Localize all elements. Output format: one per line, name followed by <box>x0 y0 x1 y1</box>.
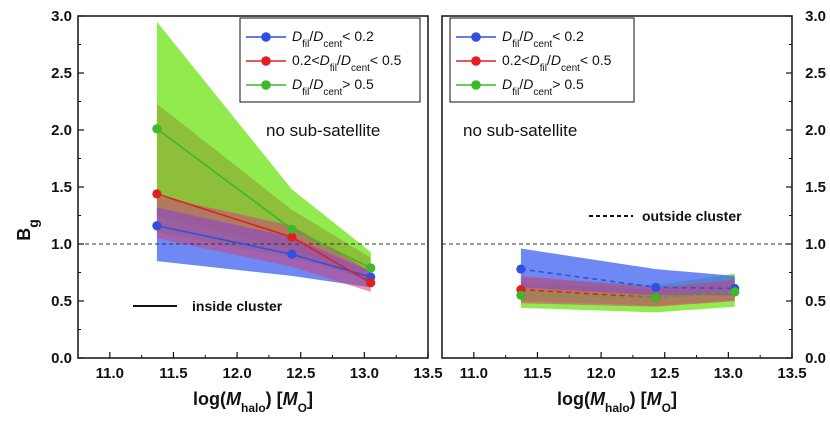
right-legend-label-2: Dfil/Dcent> 0.5 <box>502 76 584 98</box>
right-y-tick-label: 2.0 <box>805 122 826 139</box>
right-legend-marker-2 <box>471 80 481 90</box>
left-series-point-2-2 <box>366 263 376 273</box>
left-series-point-0-0 <box>152 221 162 231</box>
right-x-ticks: 11.0 11.5 12.0 12.5 13.0 13.5 <box>460 352 807 382</box>
right-y-tick-label: 0.0 <box>805 350 826 367</box>
left-band-mid <box>156 103 371 281</box>
right-x-tick-label: 13.5 <box>777 365 806 382</box>
right-legend-label-0: Dfil/Dcent< 0.2 <box>502 28 584 50</box>
left-legend-marker-0 <box>261 32 271 42</box>
left-legend: Dfil/Dcent< 0.20.2<Dfil/Dcent< 0.5Dfil/D… <box>239 17 421 103</box>
left-line-key: inside cluster <box>133 298 283 314</box>
left-legend-marker-2 <box>261 80 271 90</box>
left-x-tick-label: 12.0 <box>222 365 251 382</box>
right-series-point-2-0 <box>516 290 526 300</box>
left-y-ticks: 0.0 0.5 1.0 1.5 2.0 2.5 3.0 <box>51 8 84 367</box>
right-series-point-2-1 <box>651 292 661 303</box>
left-line-key-label: inside cluster <box>192 298 283 314</box>
left-panel-note: no sub-satellite <box>266 121 380 140</box>
left-series-point-1-1 <box>287 232 297 242</box>
left-legend-label-0: Dfil/Dcent< 0.2 <box>292 28 374 50</box>
right-line-key: outside cluster <box>589 208 742 224</box>
right-x-tick-label: 11.0 <box>460 365 488 382</box>
left-x-tick-label: 11.0 <box>96 365 124 382</box>
left-series-point-1-0 <box>152 189 162 199</box>
right-y-tick-label: 1.0 <box>805 236 826 253</box>
right-x-axis-title: log(Mhalo) [MO] <box>557 389 677 415</box>
right-line-key-label: outside cluster <box>642 208 742 224</box>
left-series <box>152 124 376 288</box>
left-x-tick-label: 13.0 <box>350 365 379 382</box>
right-y-ticks: 0.0 0.5 1.0 1.5 2.0 2.5 3.0 <box>786 8 826 367</box>
right-legend: Dfil/Dcent< 0.20.2<Dfil/Dcent< 0.5Dfil/D… <box>449 17 635 103</box>
right-legend-label-1: 0.2<Dfil/Dcent< 0.5 <box>502 52 612 74</box>
left-legend-marker-1 <box>261 56 271 66</box>
right-panel: 11.0 11.5 12.0 12.5 13.0 13.5 0.0 0.5 1.0 1.5 2.0… <box>441 8 826 415</box>
right-y-tick-label: 0.5 <box>805 293 826 310</box>
left-x-tick-label: 11.5 <box>159 365 187 382</box>
left-series-point-2-0 <box>152 124 162 134</box>
right-y-tick-label: 1.5 <box>805 179 826 196</box>
left-legend-label-2: Dfil/Dcent> 0.5 <box>292 76 374 98</box>
right-x-tick-label: 12.0 <box>586 365 615 382</box>
left-x-ticks: 11.0 11.5 12.0 12.5 13.0 13.5 <box>96 352 443 382</box>
left-y-tick-label: 2.0 <box>51 122 72 139</box>
left-legend-label-1: 0.2<Dfil/Dcent< 0.5 <box>292 52 402 74</box>
left-y-tick-label: 1.0 <box>51 236 72 253</box>
left-series-point-2-1 <box>287 224 297 234</box>
right-legend-marker-0 <box>471 32 481 42</box>
right-x-tick-label: 12.5 <box>650 365 679 382</box>
left-x-tick-label: 13.5 <box>413 365 442 382</box>
right-series-point-0-1 <box>651 282 661 292</box>
right-series-point-0-0 <box>516 264 526 274</box>
right-x-tick-label: 11.5 <box>523 365 551 382</box>
right-band-intermediate <box>520 275 735 307</box>
left-y-tick-label: 2.5 <box>51 65 72 82</box>
left-y-tick-label: 0.0 <box>51 350 72 367</box>
right-uncertainty-bands <box>520 248 735 313</box>
right-legend-marker-1 <box>471 56 481 66</box>
right-series <box>516 264 740 303</box>
left-y-axis-title: Bg <box>14 219 41 241</box>
right-y-tick-label: 3.0 <box>805 8 826 25</box>
left-series-point-0-1 <box>287 249 297 259</box>
right-panel-note: no sub-satellite <box>463 121 577 140</box>
right-series-point-2-2 <box>730 287 740 297</box>
left-x-tick-label: 12.5 <box>286 365 315 382</box>
left-y-tick-label: 0.5 <box>51 293 72 310</box>
left-x-axis-title: log(Mhalo) [MO] <box>193 389 313 415</box>
left-y-tick-label: 3.0 <box>51 8 72 25</box>
right-y-tick-label: 2.5 <box>805 65 826 82</box>
left-uncertainty-bands <box>156 21 371 292</box>
left-y-tick-label: 1.5 <box>51 179 72 196</box>
left-series-point-1-2 <box>366 278 376 288</box>
left-panel: 11.0 11.5 12.0 12.5 13.0 13.5 0.0 0.5 1.0 1.5 2.0… <box>14 8 443 415</box>
right-x-tick-label: 13.0 <box>714 365 743 382</box>
